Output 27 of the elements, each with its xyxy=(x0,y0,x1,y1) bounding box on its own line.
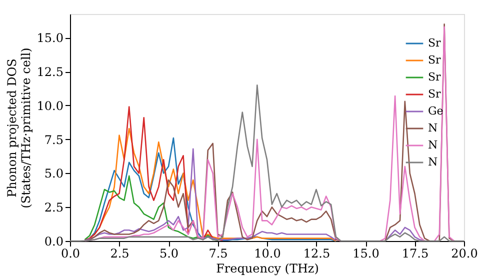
x-tick-label: 7.5 xyxy=(208,246,228,260)
legend-label: N xyxy=(428,122,438,134)
legend-label: Sr xyxy=(428,36,442,50)
y-tick-label: 2.5 xyxy=(44,200,64,215)
y-axis-title: Phonon projected DOS (States/THz·primitive cell) xyxy=(4,48,33,208)
legend-label: N xyxy=(428,138,438,152)
x-tick-label: 12.5 xyxy=(303,246,330,260)
x-tick-label: 0.0 xyxy=(60,246,80,260)
x-axis-title: Frequency (THz) xyxy=(216,262,319,276)
y-tick-label: 0.0 xyxy=(44,234,64,248)
y-tick-label: 10.0 xyxy=(36,98,64,113)
line-series xyxy=(84,106,224,241)
legend-label: N xyxy=(428,156,438,168)
x-tick-label: 5.0 xyxy=(159,246,179,260)
legend-label: Sr xyxy=(428,70,442,84)
x-tick-label: 10.0 xyxy=(254,246,281,260)
x-tick-label: 17.5 xyxy=(402,246,429,260)
legend-label: Sr xyxy=(428,54,442,66)
y-tick-label: 5.0 xyxy=(44,166,64,181)
legend-label: Ge xyxy=(428,104,444,118)
y-tick-label: 15.0 xyxy=(36,31,64,46)
x-tick-label: 2.5 xyxy=(110,246,130,260)
x-tick-label: 20.0 xyxy=(451,246,478,260)
y-tick-label: 12.5 xyxy=(36,65,64,80)
x-tick-label: 15.0 xyxy=(352,246,380,260)
legend-label: Sr xyxy=(428,88,442,100)
y-tick-label: 7.5 xyxy=(44,132,64,147)
